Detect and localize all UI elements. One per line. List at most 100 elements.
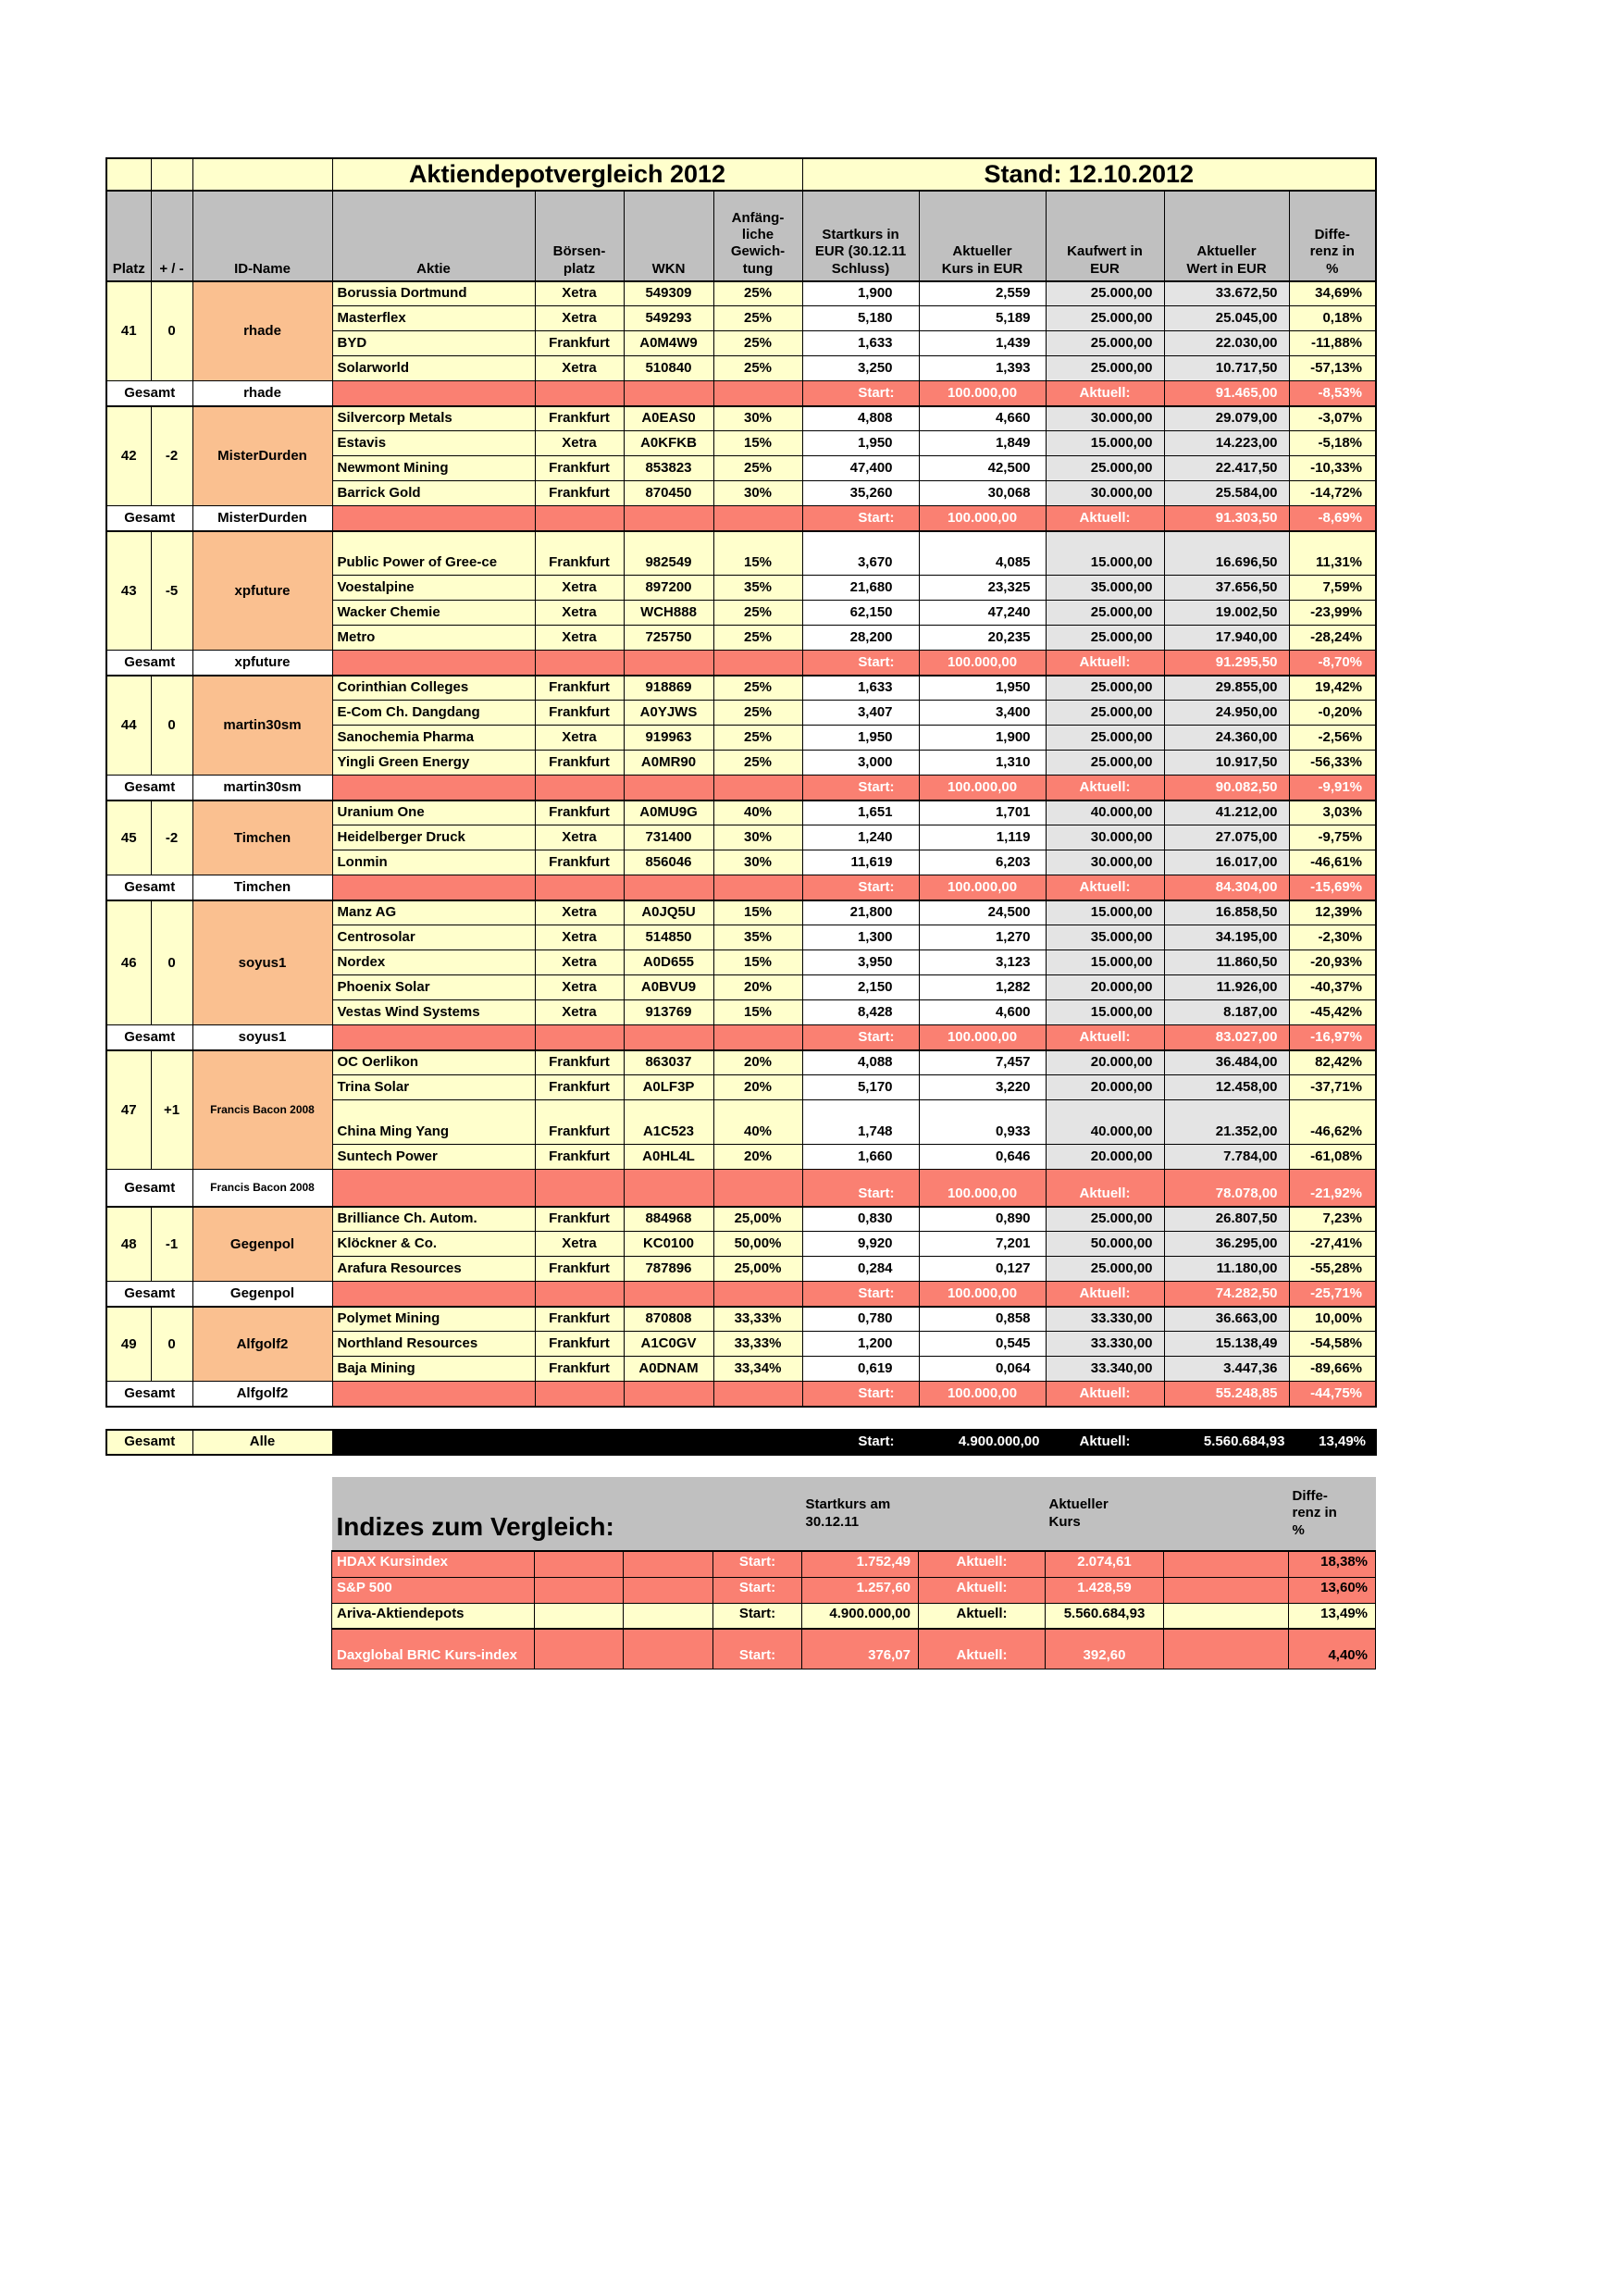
stock-name-cell: Metro (331, 625, 536, 652)
start-value-cell: 100.000,00 (918, 1169, 1047, 1208)
gesamt-row: Gesamt rhade Start: 100.000,00 Aktuell: 91.46… (105, 380, 1377, 407)
indices-col-differenz: Diffe-renz in % (1288, 1477, 1376, 1552)
aktueller-wert-cell: 24.360,00 (1163, 725, 1290, 751)
wkn-cell: A0HL4L (623, 1144, 714, 1171)
change-cell: 0 (150, 1305, 193, 1383)
stock-row: Sanochemia Pharma Xetra 919963 25% 1,950 1,90… (106, 725, 1377, 751)
gesamt-row: Gesamt MisterDurden Start: 100.000,00 Aktuel… (105, 505, 1377, 532)
start-value-cell: 100.000,00 (918, 505, 1047, 532)
change-cell: -2 (150, 799, 193, 876)
exchange-cell: Xetra (534, 999, 625, 1026)
indices-table: Indizes zum Vergleich: Startkurs am 30.1… (331, 1477, 1376, 1669)
grand-total-label-cell: Gesamt (105, 1429, 193, 1456)
gesamt-empty-cell (331, 875, 536, 901)
aktueller-wert-cell: 16.858,50 (1163, 899, 1290, 926)
aktueller-wert-cell: 11.860,50 (1163, 949, 1290, 976)
gesamt-empty-cell (534, 1281, 625, 1308)
wkn-cell: A0DNAM (623, 1356, 714, 1383)
stock-name-cell: Solarworld (331, 355, 536, 382)
weight-cell: 25% (712, 674, 803, 701)
startkurs-cell: 0,284 (801, 1256, 920, 1283)
gesamt-empty-cell (331, 505, 536, 532)
stock-name-cell: Nordex (331, 949, 536, 976)
platz-cell: 49 (105, 1305, 152, 1383)
stock-name-cell: Lonmin (331, 850, 536, 876)
weight-cell: 33,34% (712, 1356, 803, 1383)
startkurs-cell: 3,250 (801, 355, 920, 382)
platz-cell: 41 (105, 279, 152, 382)
change-cell: -2 (150, 404, 193, 507)
col-header-akt-wert: Aktueller Wert in EUR (1163, 190, 1290, 282)
differenz-cell: 3,03% (1288, 799, 1377, 826)
stock-row: 43 -5 xpfuture Public Power of Gree-ce Frank… (105, 529, 1377, 652)
wkn-cell: A0M4W9 (623, 330, 714, 357)
wkn-cell: WCH888 (623, 600, 714, 627)
id-name-cell: Timchen (192, 799, 333, 876)
startkurs-cell: 3,407 (801, 700, 920, 726)
aktuell-label-cell: Aktuell: (1045, 875, 1165, 901)
aktueller-kurs-cell: 0,933 (918, 1099, 1047, 1146)
startkurs-cell: 1,950 (801, 430, 920, 457)
wkn-cell: 897200 (623, 575, 714, 602)
differenz-cell: -5,18% (1288, 430, 1377, 457)
aktueller-wert-cell: 7.784,00 (1163, 1144, 1290, 1171)
stock-row: 49 0 Alfgolf2 Polymet Mining Frankfurt 870808… (105, 1305, 1377, 1383)
index-empty-cell (1163, 1576, 1289, 1604)
index-aktuell-value-cell: 2.074,61 (1045, 1550, 1164, 1578)
index-empty-cell (534, 1628, 624, 1669)
startkurs-cell: 1,633 (801, 674, 920, 701)
wkn-cell: 982549 (623, 529, 714, 577)
grand-empty-cell (331, 1429, 536, 1456)
indices-header-row: Indizes zum Vergleich: Startkurs am 30.1… (331, 1477, 1376, 1552)
stock-name-cell: BYD (331, 330, 536, 357)
startkurs-cell: 62,150 (801, 600, 920, 627)
stock-name-cell: Wacker Chemie (331, 600, 536, 627)
aktueller-kurs-cell: 42,500 (918, 455, 1047, 482)
kaufwert-cell: 33.340,00 (1045, 1356, 1165, 1383)
wkn-cell: 870808 (623, 1305, 714, 1333)
index-start-value-cell: 1.752,49 (801, 1550, 919, 1578)
differenz-cell: -27,41% (1288, 1231, 1377, 1258)
weight-cell: 33,33% (712, 1331, 803, 1358)
kaufwert-cell: 25.000,00 (1045, 1256, 1165, 1283)
weight-cell: 40% (712, 799, 803, 826)
weight-cell: 50,00% (712, 1231, 803, 1258)
stock-name-cell: Manz AG (331, 899, 536, 926)
weight-cell: 25% (712, 700, 803, 726)
id-name-cell: soyus1 (192, 899, 333, 1026)
gesamt-row: Gesamt Gegenpol Start: 100.000,00 Aktuell: 74… (105, 1281, 1377, 1308)
wkn-cell: A0YJWS (623, 700, 714, 726)
col-header-change: + / - (150, 190, 193, 282)
exchange-cell: Frankfurt (534, 1144, 625, 1171)
aktueller-kurs-cell: 20,235 (918, 625, 1047, 652)
gesamt-row: Gesamt soyus1 Start: 100.000,00 Aktuell: 83.0… (105, 1024, 1377, 1051)
index-name-cell: S&P 500 (331, 1576, 535, 1604)
startkurs-cell: 4,088 (801, 1049, 920, 1076)
stock-row: 44 0 martin30sm Corinthian Colleges Frankfur… (105, 674, 1377, 776)
wkn-cell: 514850 (623, 925, 714, 951)
gesamt-label-cell: Gesamt (105, 1169, 193, 1208)
differenz-cell: -11,88% (1288, 330, 1377, 357)
platz-cell: 46 (105, 899, 152, 1026)
stock-row: 46 0 soyus1 Manz AG Xetra A0JQ5U 15% 21,800 24,5… (105, 899, 1377, 1026)
index-aktuell-value-cell: 5.560.684,93 (1045, 1602, 1164, 1630)
exchange-cell: Xetra (534, 575, 625, 602)
aktuell-value-cell: 74.282,50 (1163, 1281, 1290, 1308)
differenz-cell: -89,66% (1288, 1356, 1377, 1383)
gesamt-empty-cell (712, 775, 803, 801)
startkurs-cell: 2,150 (801, 974, 920, 1001)
platz-cell: 43 (105, 529, 152, 652)
exchange-cell: Frankfurt (534, 1205, 625, 1233)
differenz-cell: -28,24% (1288, 625, 1377, 652)
wkn-cell: A0MU9G (623, 799, 714, 826)
kaufwert-cell: 15.000,00 (1045, 949, 1165, 976)
kaufwert-cell: 30.000,00 (1045, 825, 1165, 851)
aktueller-kurs-cell: 3,400 (918, 700, 1047, 726)
aktueller-wert-cell: 24.950,00 (1163, 700, 1290, 726)
aktueller-kurs-cell: 3,123 (918, 949, 1047, 976)
wkn-cell: 918869 (623, 674, 714, 701)
wkn-cell: 863037 (623, 1049, 714, 1076)
gesamt-empty-cell (534, 380, 625, 407)
grand-differenz-cell: 13,49% (1288, 1429, 1377, 1456)
index-aktuell-label-cell: Aktuell: (918, 1628, 1046, 1669)
